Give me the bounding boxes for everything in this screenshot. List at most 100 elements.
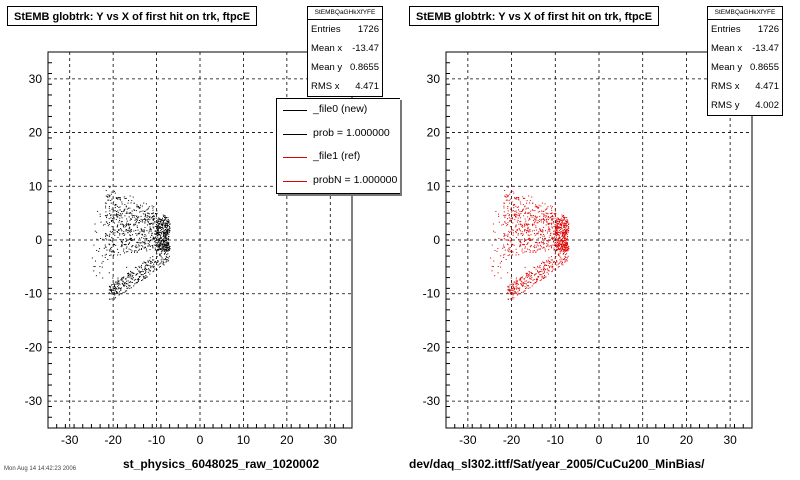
data-point bbox=[542, 231, 544, 233]
data-point bbox=[525, 276, 527, 278]
data-point bbox=[121, 230, 123, 232]
data-point bbox=[154, 233, 156, 235]
data-point bbox=[109, 289, 111, 291]
data-point bbox=[536, 280, 538, 282]
data-point bbox=[550, 219, 552, 221]
data-point bbox=[100, 237, 102, 239]
data-point bbox=[562, 232, 564, 234]
data-point bbox=[161, 252, 163, 254]
data-point bbox=[536, 206, 538, 208]
data-point bbox=[540, 279, 542, 281]
data-point bbox=[515, 198, 517, 200]
data-point bbox=[128, 238, 130, 240]
data-point bbox=[543, 262, 545, 264]
data-point bbox=[565, 221, 567, 223]
data-point bbox=[167, 260, 169, 262]
data-point bbox=[168, 255, 170, 257]
data-point bbox=[559, 250, 561, 252]
data-point bbox=[110, 249, 112, 251]
data-point bbox=[564, 230, 566, 232]
data-point bbox=[566, 259, 568, 261]
data-point bbox=[144, 218, 146, 220]
data-point bbox=[514, 291, 516, 293]
data-point bbox=[562, 253, 564, 255]
data-point bbox=[503, 254, 505, 256]
data-point bbox=[548, 270, 550, 272]
data-point bbox=[557, 239, 559, 241]
data-point bbox=[107, 199, 109, 201]
data-point bbox=[146, 216, 148, 218]
data-point bbox=[517, 214, 519, 216]
data-point bbox=[156, 230, 158, 232]
data-point bbox=[130, 212, 132, 214]
data-point bbox=[164, 259, 166, 261]
data-point bbox=[523, 244, 525, 246]
data-point bbox=[168, 231, 170, 233]
data-point bbox=[565, 237, 567, 239]
data-point bbox=[520, 277, 522, 279]
data-point bbox=[555, 226, 557, 228]
data-point bbox=[153, 263, 155, 265]
data-point bbox=[543, 274, 545, 276]
data-point bbox=[109, 298, 111, 300]
data-point bbox=[558, 230, 560, 232]
data-point bbox=[113, 293, 115, 295]
data-point bbox=[165, 239, 167, 241]
data-point bbox=[564, 224, 566, 226]
data-point bbox=[538, 271, 540, 273]
data-point bbox=[564, 248, 566, 250]
data-point bbox=[113, 243, 115, 245]
data-point bbox=[155, 213, 157, 215]
data-point bbox=[162, 250, 164, 252]
data-point bbox=[112, 230, 114, 232]
data-point bbox=[149, 270, 151, 272]
data-point bbox=[140, 210, 142, 212]
data-point bbox=[165, 232, 167, 234]
data-point bbox=[167, 246, 169, 248]
stat-label: RMS y bbox=[711, 100, 740, 111]
data-point bbox=[167, 253, 169, 255]
data-point bbox=[524, 229, 526, 231]
data-point bbox=[142, 210, 144, 212]
data-point bbox=[117, 198, 119, 200]
data-point bbox=[122, 277, 124, 279]
data-point bbox=[507, 224, 509, 226]
data-point bbox=[149, 245, 151, 247]
data-point bbox=[566, 233, 568, 235]
data-point bbox=[530, 250, 532, 252]
data-point bbox=[500, 277, 502, 279]
data-point bbox=[102, 277, 104, 279]
data-point bbox=[146, 264, 148, 266]
data-point bbox=[121, 203, 123, 205]
data-point bbox=[565, 244, 567, 246]
data-point bbox=[160, 239, 162, 241]
data-point bbox=[512, 293, 514, 295]
data-point bbox=[522, 208, 524, 210]
data-point bbox=[140, 220, 142, 222]
data-point bbox=[552, 244, 554, 246]
data-point bbox=[509, 290, 511, 292]
data-point bbox=[160, 255, 162, 257]
data-point bbox=[164, 248, 166, 250]
data-point bbox=[567, 249, 569, 251]
data-point bbox=[129, 212, 131, 214]
data-point bbox=[521, 226, 523, 228]
data-point bbox=[522, 209, 524, 211]
data-point bbox=[541, 237, 543, 239]
data-point bbox=[157, 231, 159, 233]
data-point bbox=[534, 247, 536, 249]
data-point bbox=[536, 249, 538, 251]
data-point bbox=[508, 199, 510, 201]
data-point bbox=[165, 252, 167, 254]
data-point bbox=[144, 221, 146, 223]
data-point bbox=[544, 276, 546, 278]
data-point bbox=[534, 210, 536, 212]
data-point bbox=[167, 217, 169, 219]
data-point bbox=[540, 229, 542, 231]
data-point bbox=[168, 247, 170, 249]
data-point bbox=[142, 262, 144, 264]
data-point bbox=[558, 221, 560, 223]
data-point bbox=[108, 205, 110, 207]
data-point bbox=[562, 237, 564, 239]
data-point bbox=[160, 232, 162, 234]
